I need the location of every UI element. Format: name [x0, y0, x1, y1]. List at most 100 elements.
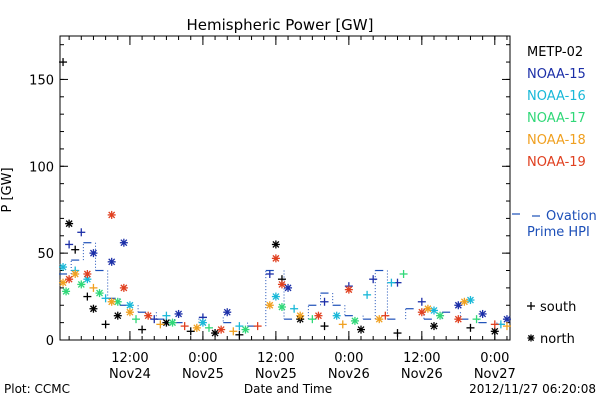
point-noaa-15-north: [107, 257, 116, 266]
footer-timestamp: 2012/11/27 06:20:08: [469, 382, 596, 396]
point-noaa-19-south: [381, 311, 390, 320]
point-noaa-19-south: [180, 322, 189, 331]
point-noaa-17-north: [241, 325, 250, 334]
point-noaa-16-south: [162, 311, 171, 320]
point-metp-02-north: [357, 325, 366, 334]
point-noaa-18-north: [107, 297, 116, 306]
point-noaa-18-south: [156, 320, 165, 329]
y-tick-label: 50: [37, 247, 54, 262]
point-noaa-16-south: [363, 290, 372, 299]
point-noaa-16-north: [332, 311, 341, 320]
point-noaa-17-south: [472, 315, 481, 324]
point-noaa-19-north: [107, 210, 116, 219]
point-noaa-15-north: [223, 308, 232, 317]
legend-noaa-16: NOAA-16: [527, 89, 586, 104]
data-points: [59, 58, 511, 339]
y-tick-label: 100: [29, 160, 54, 175]
x-tick-label-time: 12:00: [111, 351, 148, 366]
point-noaa-15-north: [478, 309, 487, 318]
point-noaa-17-south: [204, 323, 213, 332]
x-tick-label-time: 0:00: [188, 351, 217, 366]
plot-frame: [59, 35, 511, 341]
legend-ovation-line1: Ovation: [546, 209, 597, 224]
point-noaa-15-south: [320, 297, 329, 306]
point-metp-02-south: [83, 292, 92, 301]
point-noaa-15-north: [454, 301, 463, 310]
point-noaa-18-south: [229, 327, 238, 336]
point-noaa-19-south: [253, 322, 262, 331]
x-tick-label-time: 12:00: [257, 351, 294, 366]
point-metp-02-south: [138, 325, 147, 334]
x-tick-label-date: Nov25: [255, 367, 297, 382]
point-noaa-18-south: [502, 322, 511, 331]
point-noaa-19-north: [119, 283, 128, 292]
x-tick-label-time: 0:00: [334, 351, 363, 366]
legend-south-symbol: [527, 302, 535, 310]
point-noaa-15-south: [150, 315, 159, 324]
point-noaa-17-north: [62, 287, 71, 296]
chart-title: Hemispheric Power [GW]: [187, 16, 374, 34]
point-metp-02-north: [271, 240, 280, 249]
x-tick-label-date: Nov27: [474, 367, 516, 382]
point-metp-02-south: [101, 320, 110, 329]
point-noaa-19-north: [417, 308, 426, 317]
y-axis-label: P [GW]: [0, 167, 15, 212]
point-metp-02-north: [65, 219, 74, 228]
point-noaa-19-north: [271, 254, 280, 263]
point-noaa-17-north: [95, 289, 104, 298]
point-noaa-19-north: [65, 275, 74, 284]
point-noaa-19-north: [344, 285, 353, 294]
legend-metp-02: METP-02: [527, 45, 583, 60]
point-metp-02-north: [429, 322, 438, 331]
x-tick-label-time: 12:00: [403, 351, 440, 366]
point-metp-02-south: [235, 330, 244, 339]
point-metp-02-north: [113, 311, 122, 320]
point-noaa-17-north: [350, 316, 359, 325]
x-tick-label-time: 0:00: [480, 351, 509, 366]
legend-north-label: north: [540, 332, 575, 347]
point-noaa-19-north: [314, 311, 323, 320]
point-noaa-16-north: [466, 296, 475, 305]
point-noaa-19-north: [217, 325, 226, 334]
point-metp-02-south: [186, 327, 195, 336]
point-noaa-17-north: [277, 302, 286, 311]
point-noaa-15-north: [119, 238, 128, 247]
point-noaa-16-north: [429, 306, 438, 315]
point-noaa-18-north: [423, 304, 432, 313]
point-noaa-18-south: [89, 283, 98, 292]
point-noaa-16-north: [198, 318, 207, 327]
point-noaa-15-south: [369, 275, 378, 284]
point-metp-02-south: [59, 58, 68, 67]
point-noaa-17-south: [399, 269, 408, 278]
point-metp-02-north: [162, 318, 171, 327]
point-noaa-18-north: [265, 301, 274, 310]
point-metp-02-south: [71, 245, 80, 254]
point-noaa-18-north: [375, 315, 384, 324]
legend-noaa-15: NOAA-15: [527, 67, 586, 82]
point-noaa-19-north: [454, 315, 463, 324]
point-noaa-17-south: [132, 315, 141, 324]
y-tick-label: 0: [46, 334, 54, 349]
x-tick-label-date: Nov24: [109, 367, 151, 382]
point-noaa-19-north: [277, 280, 286, 289]
point-noaa-18-north: [71, 269, 80, 278]
point-noaa-16-south: [387, 278, 396, 287]
point-noaa-15-north: [174, 309, 183, 318]
point-noaa-19-north: [144, 311, 153, 320]
point-noaa-15-south: [77, 228, 86, 237]
point-metp-02-north: [211, 329, 220, 338]
point-noaa-15-north: [89, 249, 98, 258]
legend-ovation-line2: Prime HPI: [527, 225, 590, 240]
legend-south-label: south: [540, 300, 576, 315]
point-noaa-16-north: [271, 292, 280, 301]
point-noaa-16-north: [125, 301, 134, 310]
point-noaa-17-north: [77, 280, 86, 289]
point-noaa-16-north: [83, 275, 92, 284]
point-metp-02-south: [393, 329, 402, 338]
x-tick-label-date: Nov26: [328, 367, 370, 382]
point-noaa-16-north: [59, 263, 68, 272]
point-noaa-15-north: [502, 315, 511, 324]
x-tick-label-date: Nov26: [401, 367, 443, 382]
point-noaa-19-south: [490, 320, 499, 329]
